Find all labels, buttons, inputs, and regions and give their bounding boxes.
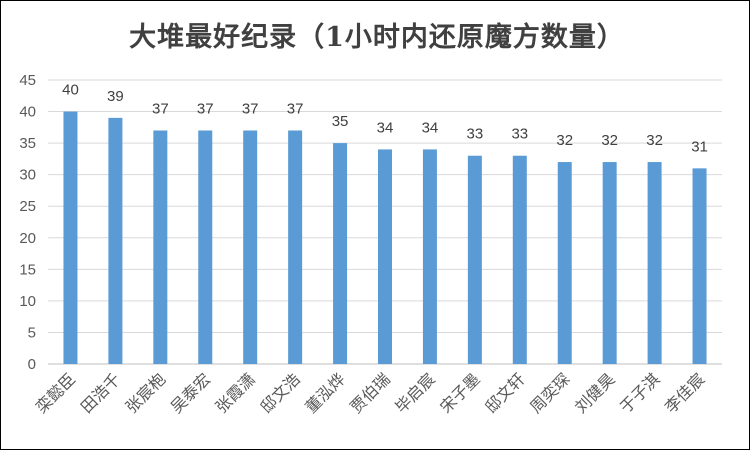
data-label-12: 32 [556, 132, 573, 149]
data-label-5: 37 [242, 100, 259, 117]
bar-6 [288, 130, 303, 364]
y-tick-label: 5 [28, 324, 36, 341]
bar-1 [63, 111, 78, 364]
data-label-14: 32 [646, 132, 663, 149]
category-label-13: 刘健昊 [571, 369, 618, 416]
category-label-10: 宋子墨 [436, 369, 483, 416]
data-label-10: 33 [467, 126, 484, 143]
bar-14 [647, 162, 662, 364]
bar-4 [198, 130, 213, 364]
category-label-11: 邸文轩 [481, 369, 528, 416]
data-label-9: 34 [422, 119, 439, 136]
y-tick-label: 25 [19, 198, 36, 215]
bar-10 [467, 155, 482, 364]
data-label-15: 31 [691, 138, 708, 155]
bar-9 [422, 149, 437, 364]
category-label-12: 周奕琛 [526, 369, 573, 416]
category-label-14: 于子淇 [616, 369, 663, 416]
y-tick-label: 40 [19, 104, 36, 121]
bar-5 [243, 130, 258, 364]
y-tick-label: 30 [19, 167, 36, 184]
data-label-6: 37 [287, 100, 304, 117]
data-label-2: 39 [107, 88, 124, 105]
bar-11 [512, 155, 527, 364]
data-labels: 40 39 37 37 37 37 35 34 34 33 33 32 32 32 31 [62, 82, 708, 156]
category-label-8: 贾伯瑞 [346, 369, 393, 416]
y-tick-label: 10 [19, 293, 36, 310]
data-label-8: 34 [377, 119, 394, 136]
category-label-2: 田浩千 [77, 369, 124, 416]
category-label-7: 董泓烨 [302, 369, 349, 416]
chart-title: 大堆最好纪录（1小时内还原魔方数量） [129, 22, 625, 53]
y-tick-label: 15 [19, 261, 36, 278]
y-tick-label: 35 [19, 135, 36, 152]
bar-3 [153, 130, 168, 364]
x-axis-categories: 栾懿臣田浩千张宸枹吴泰宏张霞潇邸文浩董泓烨贾伯瑞毕启宸宋子墨邸文轩周奕琛刘健昊于… [32, 369, 708, 416]
data-label-7: 35 [332, 113, 349, 130]
category-label-1: 栾懿臣 [32, 369, 79, 416]
category-label-6: 邸文浩 [257, 369, 304, 416]
y-tick-label: 0 [28, 356, 36, 373]
data-label-11: 33 [511, 126, 528, 143]
bar-15 [692, 168, 707, 364]
y-tick-label: 20 [19, 230, 36, 247]
category-label-5: 张霞潇 [212, 369, 259, 416]
data-label-3: 37 [152, 100, 169, 117]
category-label-3: 张宸枹 [122, 369, 169, 416]
category-label-15: 李佳宸 [661, 369, 708, 416]
y-axis-ticks: 0 5 10 15 20 25 30 35 40 45 [19, 72, 36, 373]
bar-8 [378, 149, 392, 364]
y-tick-label: 45 [19, 72, 36, 89]
bar-7 [333, 143, 348, 364]
data-label-13: 32 [601, 132, 618, 149]
bar-13 [602, 162, 617, 364]
category-label-9: 毕启宸 [391, 369, 438, 416]
bars [63, 111, 707, 364]
bar-2 [108, 117, 123, 364]
data-label-4: 37 [197, 100, 214, 117]
category-label-4: 吴泰宏 [167, 369, 214, 416]
bar-12 [557, 162, 572, 364]
data-label-1: 40 [62, 82, 79, 99]
